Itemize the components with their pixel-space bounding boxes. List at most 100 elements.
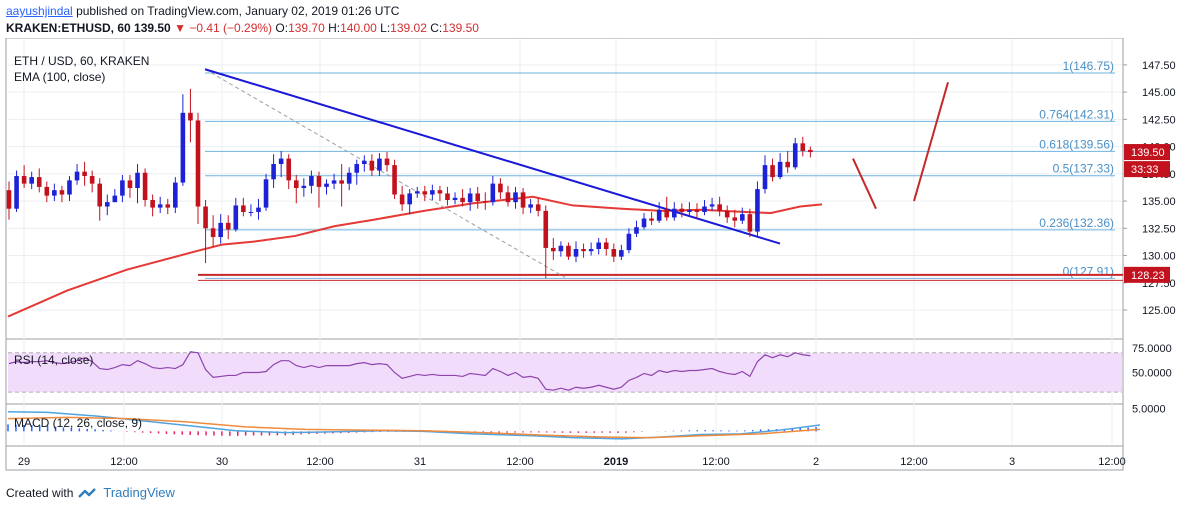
candle-body bbox=[732, 217, 738, 221]
candle-body bbox=[89, 176, 95, 184]
candle-body bbox=[505, 192, 511, 203]
candle-body bbox=[490, 183, 496, 203]
candle-body bbox=[173, 182, 178, 208]
macd-axis-label: 5.0000 bbox=[1132, 404, 1166, 416]
candle-body bbox=[195, 120, 201, 207]
candle-body bbox=[422, 191, 428, 195]
time-axis-label: 12:00 bbox=[306, 456, 334, 468]
candle-body bbox=[377, 158, 382, 171]
price-axis: 147.50145.00142.50140.00137.50135.00132.… bbox=[1123, 60, 1176, 317]
candle-body bbox=[528, 204, 533, 208]
candle-body bbox=[362, 160, 367, 165]
candle-body bbox=[399, 194, 405, 205]
high-label: H: bbox=[328, 21, 341, 35]
candle-body bbox=[225, 222, 231, 230]
candle-body bbox=[384, 158, 390, 166]
candle-body bbox=[286, 158, 292, 181]
candle-body bbox=[233, 205, 239, 230]
candle-body bbox=[588, 249, 594, 252]
price-chart[interactable]: 1(146.75) 0.764(142.31) 0.618(139.56) 0.5(1… bbox=[0, 38, 1188, 474]
candle-body bbox=[324, 183, 329, 187]
candle-body bbox=[611, 249, 617, 257]
symbol-info: KRAKEN:ETHUSD, 60 139.50 ▼ −0.41 (−0.29%… bbox=[6, 21, 479, 35]
candle-body bbox=[369, 160, 375, 171]
tradingview-logo-icon bbox=[78, 487, 97, 498]
rsi-axis-label: 50.0000 bbox=[1132, 367, 1172, 379]
projection-line-0 bbox=[852, 158, 877, 210]
candle-body bbox=[52, 190, 57, 196]
candle-body bbox=[551, 247, 556, 252]
footer: Created with TradingView bbox=[6, 485, 175, 500]
candle-body bbox=[135, 172, 140, 188]
fib-label: 0.764(142.31) bbox=[1039, 107, 1114, 121]
candle-body bbox=[316, 176, 322, 187]
time-axis-label: 12:00 bbox=[1098, 456, 1126, 468]
author-link[interactable]: aayushjindal bbox=[6, 4, 73, 18]
candle-body bbox=[687, 209, 692, 212]
candle-body bbox=[354, 164, 360, 173]
fib-label: 1(146.75) bbox=[1063, 59, 1114, 73]
candle-body bbox=[513, 192, 518, 203]
candle-body bbox=[619, 250, 624, 257]
price-axis-label: 130.00 bbox=[1142, 251, 1176, 263]
time-axis-label: 12:00 bbox=[110, 456, 138, 468]
price-tag-label: 33:33 bbox=[1131, 164, 1159, 176]
candle-body bbox=[724, 210, 730, 218]
fib-label: 0.236(132.36) bbox=[1039, 216, 1114, 230]
bearish-trendline bbox=[204, 68, 781, 245]
price-tag-bg bbox=[1124, 266, 1170, 283]
open-value: 139.70 bbox=[288, 21, 325, 35]
candle-body bbox=[36, 177, 42, 187]
projection-line-1 bbox=[913, 82, 949, 202]
close-label: C: bbox=[430, 21, 443, 35]
candle-body bbox=[278, 158, 284, 165]
rsi-pane: 75.0000 50.0000 bbox=[8, 343, 1172, 393]
candle-body bbox=[120, 180, 125, 196]
price-axis-label: 135.00 bbox=[1142, 196, 1176, 208]
candle-body bbox=[649, 218, 654, 221]
ema-100-line bbox=[7, 195, 823, 318]
candle-body bbox=[271, 164, 276, 180]
ema-line bbox=[7, 195, 823, 318]
time-axis-label: 2 bbox=[813, 456, 819, 468]
time-axis-label: 3 bbox=[1009, 456, 1015, 468]
price-axis-label: 145.00 bbox=[1142, 87, 1176, 99]
candle-body bbox=[740, 214, 745, 221]
candle-body bbox=[452, 197, 458, 200]
down-triangle-icon: ▼ bbox=[174, 21, 186, 35]
candle-body bbox=[679, 208, 685, 212]
rsi-band bbox=[8, 352, 1122, 393]
price-tag-bg bbox=[1124, 144, 1170, 161]
candle-body bbox=[104, 202, 110, 207]
candle-body bbox=[755, 189, 760, 232]
candle-body bbox=[256, 207, 261, 212]
candle-body bbox=[800, 143, 806, 151]
candle-body bbox=[475, 193, 481, 202]
chart-frame bbox=[5, 38, 1124, 471]
time-axis-label: 12:00 bbox=[900, 456, 928, 468]
price-change: −0.41 (−0.29%) bbox=[189, 21, 273, 35]
candle-body bbox=[482, 201, 488, 203]
rsi-label: RSI (14, close) bbox=[14, 353, 93, 367]
candle-body bbox=[203, 206, 208, 229]
candle-body bbox=[346, 172, 352, 184]
time-axis-label: 31 bbox=[414, 456, 426, 468]
candle-body bbox=[339, 180, 344, 184]
candle-body bbox=[543, 210, 549, 248]
candle-body bbox=[709, 204, 715, 207]
tradingview-brand[interactable]: TradingView bbox=[103, 485, 175, 500]
candle-body bbox=[566, 245, 571, 257]
candle-body bbox=[808, 149, 813, 153]
candle-body bbox=[467, 193, 473, 203]
candle-body bbox=[165, 204, 171, 208]
candle-body bbox=[293, 180, 299, 188]
candle-body bbox=[702, 206, 707, 212]
candle-body bbox=[29, 177, 34, 184]
ema-label: EMA (100, close) bbox=[14, 70, 105, 84]
candle-body bbox=[188, 112, 193, 121]
price-tag-label: 139.50 bbox=[1131, 147, 1165, 159]
last-price: 139.50 bbox=[134, 21, 171, 35]
price-axis-label: 132.50 bbox=[1142, 223, 1176, 235]
candle-body bbox=[97, 183, 103, 207]
candle-body bbox=[414, 191, 420, 194]
